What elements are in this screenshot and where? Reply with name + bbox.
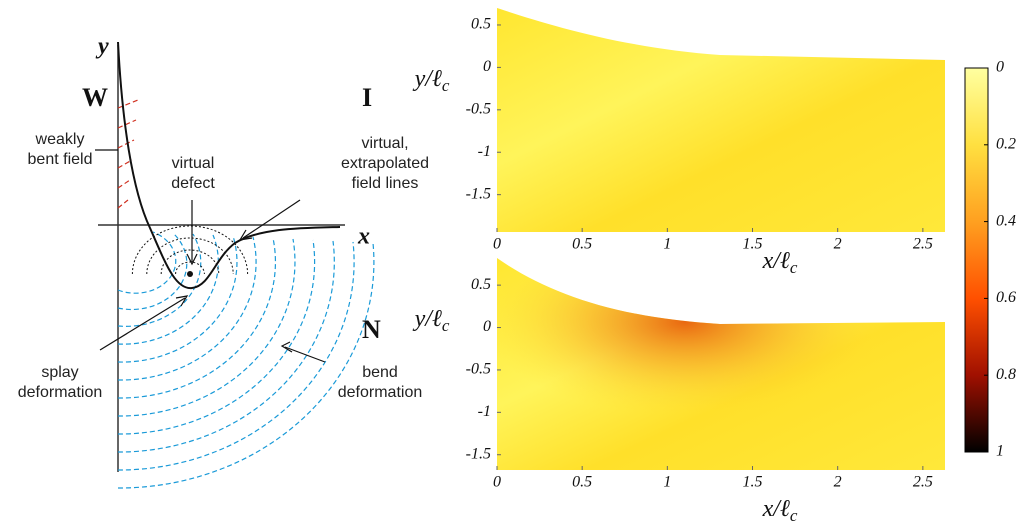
axis-label-text: y/ℓ (413, 66, 442, 92)
heatmap-hot (497, 258, 945, 470)
x-tick-label: 1 (663, 474, 671, 491)
colorbar-tick-label: 1 (996, 443, 1004, 460)
y-tick-label: 0.5 (471, 276, 491, 293)
label: weakly (35, 131, 85, 148)
bend-line (117, 240, 335, 453)
label: deformation (338, 384, 423, 401)
colorbar-tick-label: 0.4 (996, 212, 1016, 229)
arrows (95, 149, 326, 363)
y-tick-label: -1.5 (466, 445, 491, 462)
label: bend (362, 364, 398, 381)
axis-label-text: x/ℓ (762, 248, 790, 274)
label: bent field (28, 151, 93, 168)
x-tick-label: 1.5 (743, 474, 763, 491)
axis-label: x/ℓc (762, 496, 798, 525)
y-tick-label: -0.5 (466, 100, 491, 117)
axis-label-sub: c (790, 506, 798, 525)
bend-line (117, 242, 375, 489)
y-tick-label: -1 (478, 403, 491, 420)
axis-label-sub: c (442, 316, 450, 335)
colorbar-tick-label: 0.6 (996, 289, 1016, 306)
weak-field (117, 99, 139, 109)
weak-field (117, 159, 133, 169)
x-tick-label: 2.5 (913, 474, 933, 491)
label: extrapolated (341, 155, 429, 172)
y-tick-label: 0 (483, 318, 491, 335)
colorbar-tick-label: 0 (996, 59, 1004, 76)
bend-line (117, 237, 277, 399)
axis-letter: y (95, 34, 109, 60)
y-tick-label: 0.5 (471, 16, 491, 33)
label: field lines (352, 175, 419, 192)
y-tick-label: -1 (478, 143, 491, 160)
heatmap (497, 8, 945, 232)
dotted-circle (146, 237, 234, 275)
x-tick-label: 2.5 (913, 236, 933, 253)
axis-label-sub: c (442, 76, 450, 95)
label: virtual, (361, 135, 408, 152)
weak-field (117, 119, 137, 129)
x-tick-label: 0.5 (572, 474, 592, 491)
y-tick-label: -1.5 (466, 185, 491, 202)
axis-label: x/ℓc (762, 248, 798, 277)
field-line (117, 41, 341, 290)
axis-label-text: y/ℓ (413, 306, 442, 332)
region-label: I (362, 83, 372, 112)
label: defect (171, 175, 215, 192)
label: deformation (18, 384, 103, 401)
weak-field (117, 139, 135, 149)
x-tick-label: 1.5 (743, 236, 763, 253)
x-tick-label: 0 (493, 236, 501, 253)
colorbar-tick-label: 0.8 (996, 366, 1016, 383)
axis-label: y/ℓc (413, 66, 450, 95)
bend-line (117, 231, 177, 294)
bend-line (117, 234, 219, 345)
x-tick-label: 0 (493, 474, 501, 491)
x-tick-label: 2 (834, 474, 842, 491)
region-label: N (362, 315, 381, 344)
y-tick-label: -0.5 (466, 361, 491, 378)
colorbar-tick-label: 0.2 (996, 135, 1016, 152)
label: virtual (172, 155, 215, 172)
bend-line (117, 232, 188, 311)
axis-label: y/ℓc (413, 306, 450, 335)
bend-line (117, 235, 238, 363)
bend-line (117, 238, 296, 417)
colorbar (964, 67, 989, 453)
weak-field (117, 199, 129, 209)
x-tick-label: 1 (663, 236, 671, 253)
x-tick-label: 2 (834, 236, 842, 253)
dotted-circle (175, 261, 205, 275)
axis-label-sub: c (790, 258, 798, 277)
weak-field (117, 179, 131, 189)
bend-line (117, 236, 257, 381)
label: splay (41, 364, 78, 381)
region-label: W (82, 83, 108, 112)
axis-letter: x (357, 224, 370, 250)
axis-label-text: x/ℓ (762, 496, 790, 522)
x-tick-label: 0.5 (572, 236, 592, 253)
y-tick-label: 0 (483, 58, 491, 75)
field-lines (117, 99, 375, 489)
bend-line (117, 241, 355, 471)
defect (187, 271, 193, 277)
bend-line (117, 239, 316, 435)
